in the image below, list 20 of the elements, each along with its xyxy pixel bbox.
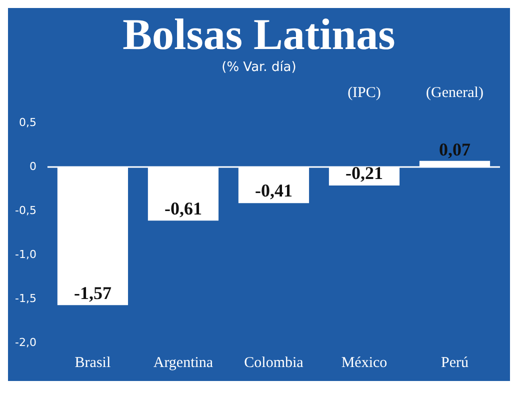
data-label: -0,41: [254, 180, 292, 201]
y-tick-label: -0,5: [14, 204, 36, 217]
y-tick-label: -1,0: [14, 248, 36, 261]
chart-subtitle: (% Var. día): [220, 60, 298, 75]
data-label: -0,61: [164, 198, 202, 218]
y-tick-label: 0,5: [18, 116, 36, 129]
x-tick-label: Brasil: [74, 354, 111, 371]
x-tick-label: Colombia: [244, 354, 304, 371]
x-tick-label: Perú: [440, 354, 469, 371]
y-tick-label: -1,5: [14, 292, 36, 305]
text: (IPC): [348, 84, 381, 101]
x-tick-label: México: [341, 354, 388, 371]
data-label: 0,07: [438, 139, 470, 160]
y-tick-label: 0: [29, 160, 36, 173]
data-label: -1,57: [74, 282, 112, 303]
text: (General): [426, 84, 484, 101]
y-tick-label: -2,0: [14, 336, 36, 349]
x-tick-label: Argentina: [153, 354, 214, 371]
data-label: -0,21: [345, 163, 383, 184]
chart-title: Bolsas Latinas: [122, 10, 396, 59]
